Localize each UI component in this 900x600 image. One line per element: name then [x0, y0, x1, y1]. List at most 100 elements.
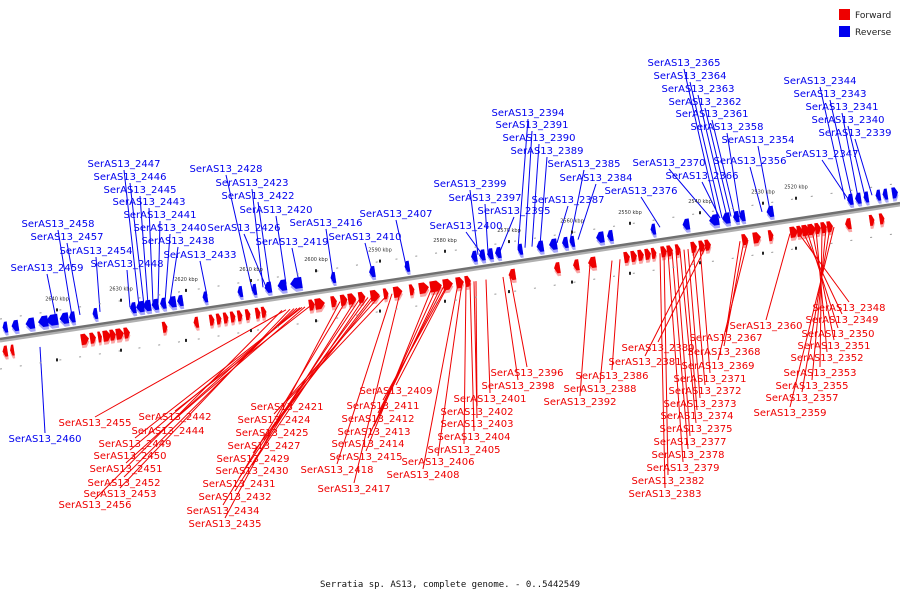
forward-gene-24 [347, 293, 357, 308]
lower-guide [0, 232, 900, 370]
gene-seras13-2400-label: SerAS13_2400 [430, 221, 503, 232]
gene-seras13-2374-leader [683, 249, 698, 411]
forward-gene-29-body [408, 284, 415, 296]
gene-seras13-2452-label: SerAS13_2452 [88, 478, 161, 489]
forward-gene-18-body [254, 307, 261, 319]
gene-seras13-2370-label: SerAS13_2370 [633, 158, 706, 169]
forward-gene-13 [215, 313, 222, 328]
tick-mark-2630 [120, 298, 122, 302]
reverse-gene-25 [471, 250, 479, 265]
gene-seras13-2406-label: SerAS13_2406 [402, 457, 475, 468]
gene-seras13-2407-leader [395, 219, 407, 266]
gene-seras13-2410-label: SerAS13_2410 [329, 232, 402, 243]
gene-seras13-2416-leader [325, 228, 334, 277]
forward-gene-2-body [10, 344, 15, 356]
reverse-gene-2 [11, 319, 20, 335]
gene-seras13-2360-label: SerAS13_2360 [730, 321, 803, 332]
gene-seras13-2398-leader [502, 276, 519, 381]
gene-seras13-2370-leader [668, 168, 713, 220]
reverse-gene-37-body [682, 218, 691, 230]
gene-seras13-2431-label: SerAS13_2431 [203, 479, 276, 490]
genome-track [0, 182, 900, 370]
reverse-gene-41-body [739, 209, 746, 222]
forward-gene-47 [690, 241, 698, 256]
reverse-gene-10-body [136, 300, 145, 313]
reverse-gene-48-body [891, 187, 898, 199]
gene-seras13-2341-label: SerAS13_2341 [806, 102, 879, 113]
gene-seras13-2414-label: SerAS13_2414 [332, 439, 405, 450]
forward-gene-59-body [826, 221, 833, 233]
gene-seras13-2357-label: SerAS13_2357 [766, 393, 839, 404]
gene-seras13-2400-leader [465, 231, 483, 255]
gene-seras13-2378-leader [671, 251, 689, 450]
forward-gene-8 [115, 328, 125, 343]
reverse-gene-38 [709, 213, 721, 229]
forward-gene-28-body [392, 286, 403, 298]
tick-mark-2580 [444, 249, 446, 253]
reverse-gene-42 [766, 205, 775, 221]
gene-seras13-2362-leader [704, 107, 732, 217]
forward-gene-27 [382, 288, 389, 303]
forward-gene-11 [193, 316, 200, 331]
gene-seras13-2351-leader [811, 230, 835, 341]
forward-gene-41-body [637, 249, 644, 262]
gene-seras13-2350-label: SerAS13_2350 [802, 329, 875, 340]
gene-seras13-2364-label: SerAS13_2364 [654, 71, 727, 82]
reverse-gene-18 [251, 283, 258, 299]
reverse-gene-11 [143, 299, 153, 315]
reverse-gene-46 [875, 189, 882, 204]
gene-seras13-2453-label: SerAS13_2453 [84, 489, 157, 500]
gene-seras13-2403-leader [473, 281, 478, 419]
gene-seras13-2379-label: SerAS13_2379 [647, 463, 720, 474]
gene-seras13-2375-leader [679, 250, 697, 424]
gene-seras13-2373-leader [687, 248, 701, 399]
gene-seras13-2377-label: SerAS13_2377 [654, 437, 727, 448]
forward-gene-34 [464, 275, 472, 291]
forward-gene-47-body [690, 241, 697, 254]
reverse-gene-15-body [177, 294, 184, 307]
gene-seras13-2418-leader [336, 293, 393, 465]
forward-gene-9-body [123, 327, 130, 339]
forward-gene-61-body [868, 214, 875, 227]
gene-seras13-2347-leader [821, 159, 849, 200]
tick-label-2600: 2600 kbp [304, 257, 328, 263]
forward-gene-60-body [845, 217, 852, 230]
gene-seras13-2410-leader [364, 242, 373, 271]
tick-mark-2600 [315, 269, 317, 273]
gene-seras13-2391-leader [524, 130, 533, 248]
gene-seras13-2442-label: SerAS13_2442 [139, 412, 212, 423]
kbp-ticks: 2520 kbp 2530 kbp 2540 kbp 2550 kbp 2560 kbp… [45, 185, 808, 362]
forward-gene-43-body [650, 247, 657, 259]
gene-seras13-2390-label: SerAS13_2390 [503, 133, 576, 144]
tick-mark-2550 [629, 221, 631, 225]
forward-gene-33-body [455, 276, 464, 289]
gene-seras13-2428-label: SerAS13_2428 [190, 164, 263, 175]
forward-gene-3-body [80, 333, 89, 346]
gene-seras13-2426-label: SerAS13_2426 [208, 223, 281, 234]
forward-gene-31-body [429, 280, 442, 293]
reverse-gene-35 [607, 229, 615, 245]
tick-mark-low-2570 [508, 290, 510, 294]
forward-gene-37-body [573, 259, 580, 271]
forward-gene-51 [752, 232, 762, 247]
gene-seras13-2389-leader [539, 156, 548, 246]
gene-seras13-2454-leader [95, 256, 101, 312]
gene-seras13-2440-leader [164, 233, 171, 303]
gene-seras13-2426-leader [243, 233, 267, 287]
gene-seras13-2415-label: SerAS13_2415 [330, 452, 403, 463]
forward-gene-4-body [89, 332, 96, 344]
gene-seras13-2402-label: SerAS13_2402 [441, 407, 514, 418]
gene-seras13-2363-label: SerAS13_2363 [662, 84, 735, 95]
gene-seras13-2409-label: SerAS13_2409 [360, 386, 433, 397]
forward-gene-37 [573, 259, 581, 274]
tick-mark-low-2590 [379, 309, 381, 313]
gene-seras13-2339-label: SerAS13_2339 [819, 128, 892, 139]
axis-shadow [0, 203, 900, 343]
tick-label-2560: 2560 kbp [560, 219, 584, 225]
gene-seras13-2396-leader [509, 275, 528, 368]
gene-seras13-2402-leader [475, 281, 478, 407]
gene-seras13-2399-label: SerAS13_2399 [434, 179, 507, 190]
gene-seras13-2383-leader [659, 253, 666, 489]
reverse-gene-9-body [130, 302, 137, 314]
reverse-gene-10 [136, 300, 146, 316]
